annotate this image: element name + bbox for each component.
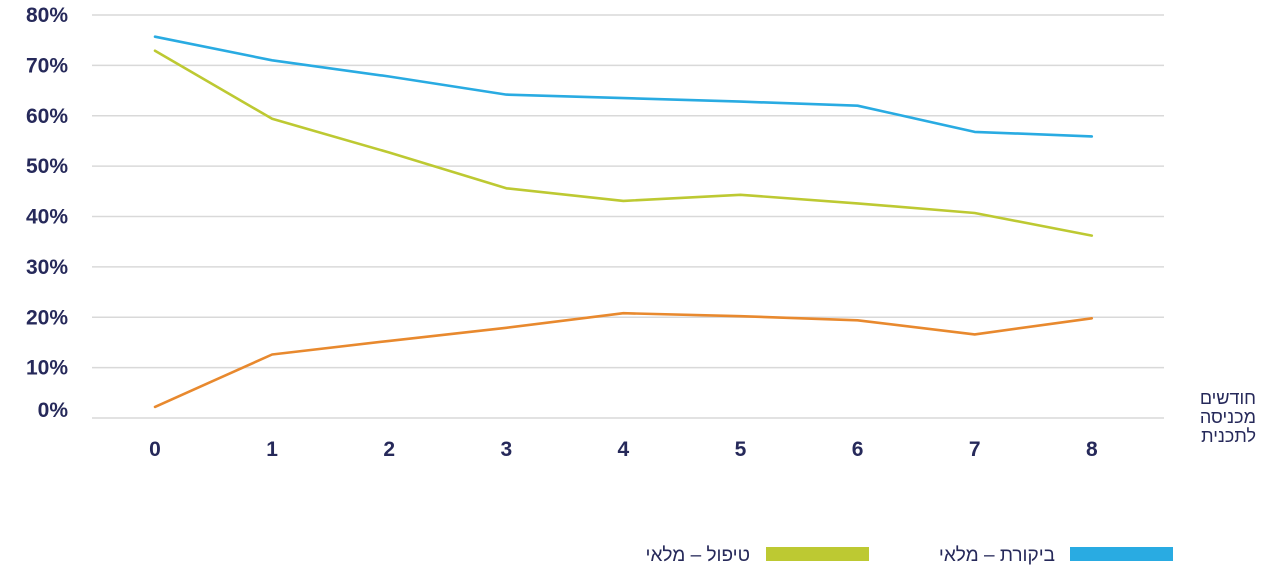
y-tick-label-80: 80% [26, 4, 68, 27]
legend-swatch-control [1070, 547, 1173, 561]
gridlines [92, 14, 1164, 419]
legend-swatch-treatment [766, 547, 869, 561]
legend-label-control: ביקורת – מלאי [939, 545, 1055, 566]
y-tick-label-30: 30% [26, 256, 68, 279]
y-tick-label-50: 50% [26, 155, 68, 178]
x-tick-label-0: 0 [149, 438, 161, 461]
x-tick-label-6: 6 [852, 438, 864, 461]
x-tick-label-2: 2 [383, 438, 395, 461]
x-axis-title-line-3: לתכנית [1201, 426, 1256, 446]
y-tick-label-70: 70% [26, 54, 68, 77]
x-axis-title-line-2: מכניסה [1200, 407, 1256, 427]
x-tick-label-7: 7 [969, 438, 981, 461]
series-line-1 [153, 49, 1094, 237]
x-tick-label-3: 3 [500, 438, 512, 461]
x-tick-label-1: 1 [266, 438, 278, 461]
y-tick-label-10: 10% [26, 357, 68, 380]
x-axis-ticks: 0 1 2 3 4 5 6 7 8 [149, 438, 1098, 461]
legend-label-treatment: טיפול – מלאי [646, 545, 750, 566]
x-tick-label-5: 5 [735, 438, 747, 461]
series-line-0 [153, 35, 1094, 138]
y-tick-label-20: 20% [26, 306, 68, 329]
y-axis-ticks: 0% 10% 20% 30% 40% 50% 60% 70% 80% [26, 4, 68, 422]
legend: ביקורת – מלאי טיפול – מלאי [646, 545, 1173, 566]
y-tick-label-60: 60% [26, 105, 68, 128]
x-tick-label-8: 8 [1086, 438, 1098, 461]
x-tick-label-4: 4 [618, 438, 630, 461]
x-axis-title-line-1: חודשים [1200, 388, 1256, 408]
y-tick-label-0: 0% [38, 399, 69, 422]
y-tick-label-40: 40% [26, 206, 68, 229]
series-lines [153, 35, 1094, 409]
series-line-2 [153, 311, 1094, 409]
